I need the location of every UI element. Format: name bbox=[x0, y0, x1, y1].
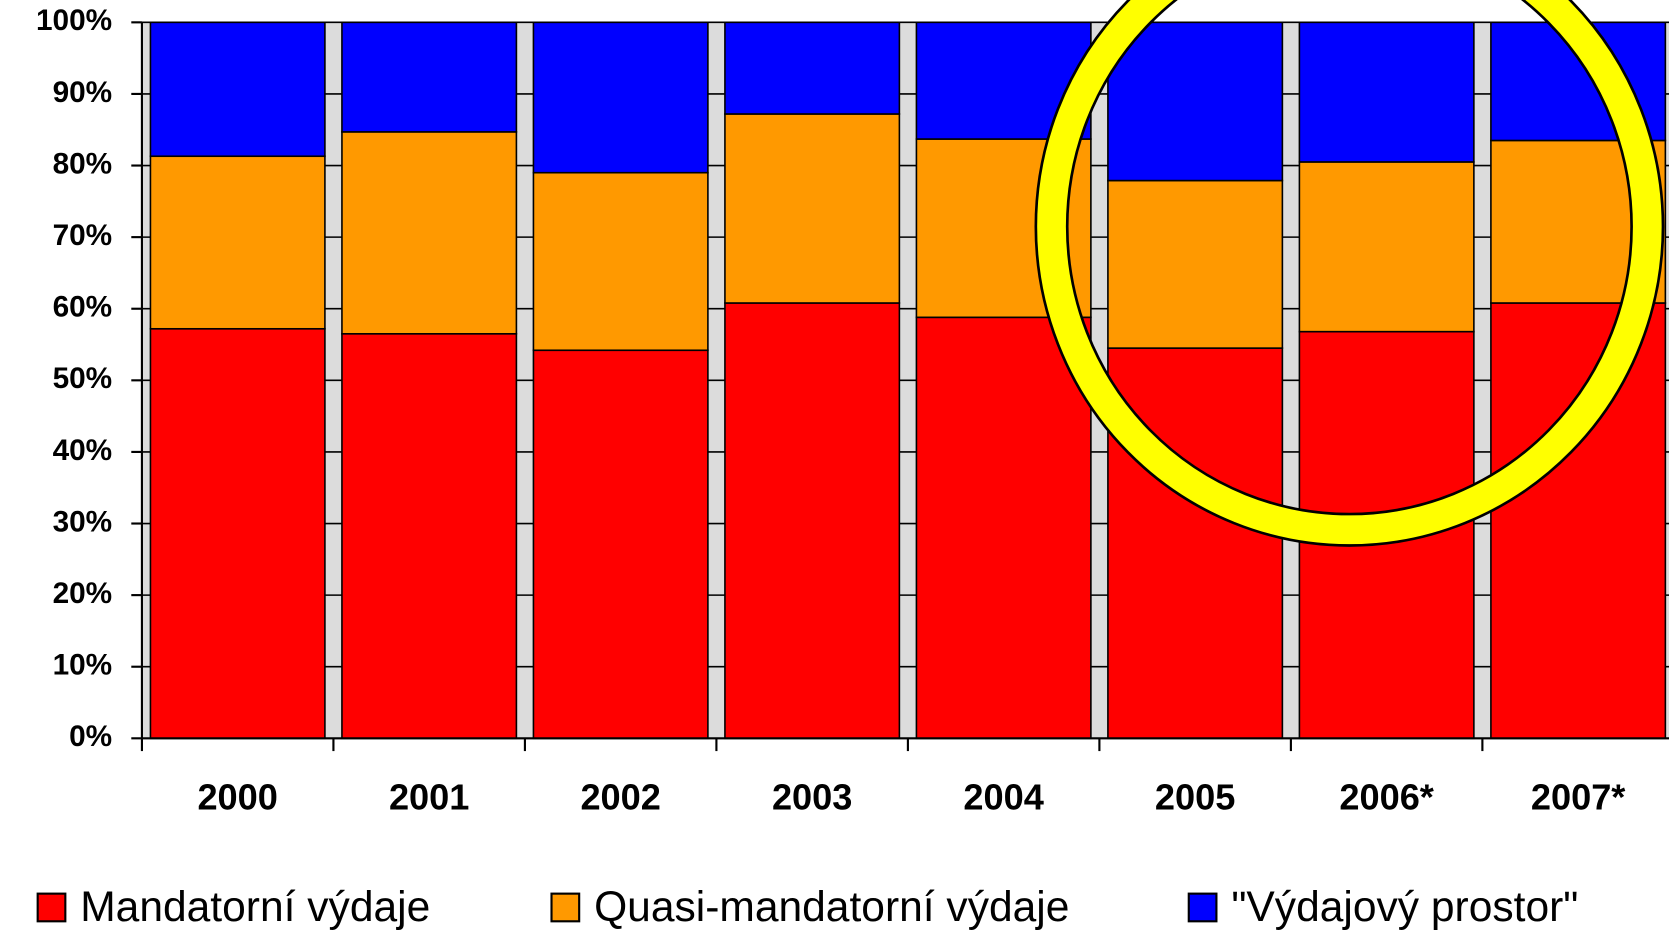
bar-segment bbox=[724, 302, 901, 740]
bar-segment bbox=[1107, 347, 1284, 740]
y-tick-label: 40% bbox=[53, 434, 113, 467]
plot: 0% 10% 20% 30% 40% 50% 60% 70% 80% 90% 100% 2000 200… bbox=[36, 4, 1669, 931]
bar-segment bbox=[149, 327, 326, 740]
y-tick-label: 100% bbox=[36, 4, 112, 37]
bar-segment bbox=[149, 21, 326, 158]
bar-segment bbox=[1298, 21, 1475, 163]
bar-segment bbox=[532, 171, 709, 352]
bar-segment bbox=[341, 131, 518, 335]
bar-segment bbox=[724, 21, 901, 115]
legend-label: "Výdajový prostor" bbox=[1231, 883, 1578, 931]
y-tick-label: 80% bbox=[53, 147, 113, 180]
y-tick-label: 0% bbox=[69, 720, 112, 753]
bar-segment bbox=[532, 349, 709, 740]
y-tick-label: 30% bbox=[53, 505, 113, 538]
x-tick-label: 2005 bbox=[1155, 777, 1235, 818]
y-tick-label: 60% bbox=[53, 291, 113, 324]
x-tick-label: 2001 bbox=[389, 777, 469, 818]
y-tick-label: 10% bbox=[53, 649, 113, 682]
x-tick-label: 2007* bbox=[1531, 777, 1626, 818]
bar-segment bbox=[149, 155, 326, 330]
circle bbox=[1037, 0, 1662, 545]
bar-segment bbox=[915, 316, 1092, 740]
x-tick-label: 2002 bbox=[580, 777, 660, 818]
bar-segment bbox=[1107, 179, 1284, 349]
bar-segment bbox=[532, 21, 709, 174]
y-tick-label: 50% bbox=[53, 362, 113, 395]
y-tick-label: 20% bbox=[53, 577, 113, 610]
x-tick-label: 2000 bbox=[197, 777, 277, 818]
legend-swatch bbox=[36, 892, 67, 923]
y-tick-label: 70% bbox=[53, 219, 113, 252]
x-tick-label: 2006* bbox=[1339, 777, 1434, 818]
bar-segment bbox=[724, 113, 901, 304]
legend-swatch bbox=[1187, 892, 1218, 923]
bar-segment bbox=[1490, 302, 1667, 740]
legend-label: Mandatorní výdaje bbox=[80, 883, 430, 931]
y-tick-label: 90% bbox=[53, 76, 113, 109]
legend-swatch bbox=[550, 892, 581, 923]
bar-segment bbox=[341, 332, 518, 740]
bar-segment bbox=[1107, 21, 1284, 182]
legend-label: Quasi-mandatorní výdaje bbox=[594, 883, 1069, 931]
annotation-circle bbox=[1034, 0, 1665, 547]
x-tick-label: 2003 bbox=[772, 777, 852, 818]
x-tick-label: 2004 bbox=[963, 777, 1043, 818]
bar-segment bbox=[1298, 161, 1475, 333]
bar-segment bbox=[341, 21, 518, 133]
